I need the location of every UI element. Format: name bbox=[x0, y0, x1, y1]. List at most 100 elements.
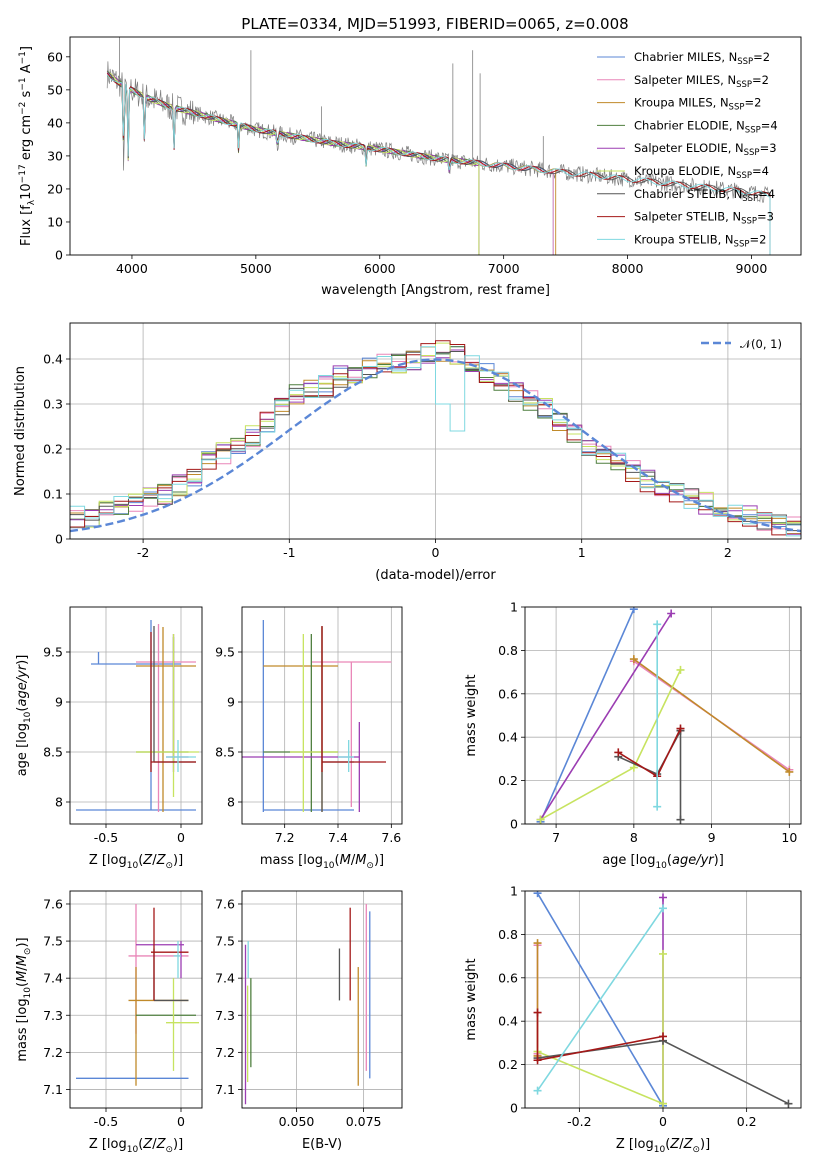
x-axis-label: Z [log10(Z/Z⊙)] bbox=[616, 1137, 710, 1155]
weight-marker bbox=[676, 665, 685, 674]
y-axis-label: mass weight bbox=[464, 958, 479, 1040]
weight-marker bbox=[785, 767, 794, 776]
weight-marker bbox=[614, 748, 623, 757]
legend-entry: Chabrier ELODIE, NSSP=4 bbox=[634, 118, 778, 135]
x-tick-label: 9000 bbox=[736, 261, 768, 276]
x-tick-label: 10 bbox=[781, 830, 797, 845]
weight-marker bbox=[659, 904, 667, 913]
x-tick-label: 8 bbox=[630, 830, 638, 845]
weight-marker bbox=[533, 939, 542, 948]
normal-reference-curve bbox=[70, 358, 801, 533]
plot-area bbox=[244, 903, 371, 1105]
x-tick-label: 0.2 bbox=[737, 1114, 757, 1129]
y-tick-label: 9 bbox=[227, 695, 235, 710]
x-tick-label: -1 bbox=[283, 545, 295, 560]
y-tick-label: 60 bbox=[47, 49, 63, 64]
x-tick-label: -0.5 bbox=[94, 830, 118, 845]
model-spectrum-line bbox=[106, 74, 771, 255]
axes-frame bbox=[241, 606, 403, 825]
weight-marker bbox=[629, 607, 638, 614]
x-axis-label: (data-model)/error bbox=[375, 568, 496, 583]
y-tick-label: 8.5 bbox=[215, 745, 235, 760]
model-spectrum-line bbox=[107, 73, 480, 255]
y-tick-label: 7.5 bbox=[215, 934, 235, 949]
legend-entry: Chabrier MILES, NSSP=2 bbox=[634, 50, 770, 67]
y-tick-label: 8 bbox=[227, 795, 235, 810]
x-tick-label: 7.2 bbox=[275, 830, 295, 845]
y-tick-label: 9.5 bbox=[43, 645, 63, 660]
weight-marker bbox=[784, 1099, 793, 1108]
y-tick-label: 50 bbox=[47, 82, 63, 97]
figure-title: PLATE=0334, MJD=51993, FIBERID=0065, z=0… bbox=[241, 15, 628, 33]
y-tick-label: 0 bbox=[510, 817, 518, 832]
y-tick-label: 7.2 bbox=[43, 1045, 63, 1060]
x-axis-label: wavelength [Angstrom, rest frame] bbox=[321, 283, 550, 298]
y-tick-label: 7.4 bbox=[43, 971, 63, 986]
legend-entry: Salpeter ELODIE, NSSP=3 bbox=[634, 141, 777, 158]
y-tick-label: 7.1 bbox=[43, 1082, 63, 1097]
weight-marker bbox=[653, 620, 662, 629]
weight-marker bbox=[659, 949, 667, 958]
x-tick-label: 7.6 bbox=[381, 830, 401, 845]
y-tick-label: 7.4 bbox=[215, 971, 235, 986]
y-tick-label: 7.3 bbox=[215, 1008, 235, 1023]
x-tick-label: 4000 bbox=[116, 261, 148, 276]
x-axis-label: E(B-V) bbox=[302, 1137, 342, 1152]
x-tick-label: 7000 bbox=[488, 261, 520, 276]
weight-line bbox=[536, 1012, 664, 1062]
weight-marker bbox=[629, 655, 638, 664]
weight-marker bbox=[629, 763, 638, 772]
y-tick-label: 9.5 bbox=[215, 645, 235, 660]
x-tick-label: 0.075 bbox=[346, 1114, 382, 1129]
y-tick-label: 0.2 bbox=[498, 1057, 518, 1072]
weight-marker bbox=[676, 724, 685, 733]
weight-marker bbox=[533, 1008, 542, 1017]
x-axis-label: mass [log10(M/M⊙)] bbox=[260, 853, 384, 871]
plot-age-vs-weight: 7 8 9 10 0 0.2 0.4 0.6 0.8 1 age [log10(age/yr)] ma… bbox=[464, 600, 802, 871]
y-tick-label: 0.6 bbox=[498, 970, 518, 985]
weight-line bbox=[539, 608, 635, 823]
y-tick-label: 0 bbox=[55, 532, 63, 547]
y-tick-label: 40 bbox=[47, 115, 63, 130]
weight-line bbox=[539, 613, 672, 821]
x-tick-label: 0 bbox=[659, 1114, 667, 1129]
plot-area bbox=[106, 37, 771, 255]
y-axis-label: Flux [fλ10−17 erg cm−2 s−1 A−1] bbox=[18, 46, 37, 246]
y-axis-label: age [log10(age/yr)] bbox=[15, 655, 33, 777]
x-tick-label: -0.5 bbox=[94, 1114, 118, 1129]
y-tick-label: 0.4 bbox=[43, 352, 63, 367]
axes-frame bbox=[524, 890, 802, 1109]
x-tick-label: 0 bbox=[177, 1114, 185, 1129]
y-tick-label: 0.3 bbox=[43, 397, 63, 412]
weight-marker bbox=[653, 802, 662, 811]
y-axis-label: mass [log10(M/M⊙)] bbox=[15, 937, 33, 1061]
weight-marker bbox=[533, 1086, 542, 1095]
x-tick-label: 7 bbox=[552, 830, 560, 845]
weight-marker bbox=[659, 893, 667, 902]
plot-ebv-vs-mass: 0.050 0.075 7.1 7.2 7.3 7.4 7.5 7.6 E(B-V) bbox=[215, 890, 403, 1152]
residual-histogram bbox=[70, 340, 801, 536]
axes-frame bbox=[69, 36, 802, 256]
y-tick-label: 8.5 bbox=[43, 745, 63, 760]
x-tick-label: 8000 bbox=[612, 261, 644, 276]
y-tick-label: 1 bbox=[510, 600, 518, 615]
y-axis-label: mass weight bbox=[464, 674, 479, 756]
model-spectrum-line bbox=[106, 70, 480, 255]
plot-area bbox=[533, 891, 793, 1108]
x-tick-label: -0.2 bbox=[567, 1114, 591, 1129]
plot-Z-vs-mass: -0.5 0 7.1 7.2 7.3 7.4 7.5 7.6 Z [log10(Z/Z⊙)] ma… bbox=[15, 890, 203, 1155]
weight-marker bbox=[667, 609, 676, 618]
weight-line bbox=[540, 669, 682, 821]
y-tick-label: 0.8 bbox=[498, 927, 518, 942]
model-spectrum-line bbox=[106, 75, 480, 255]
x-tick-label: 1 bbox=[578, 545, 586, 560]
plot-Z-vs-age: -0.5 0 8 8.5 9 9.5 Z [log10(Z/Z⊙)] age [log10(a… bbox=[15, 606, 203, 871]
axes-frame bbox=[524, 606, 802, 825]
y-tick-label: 0.2 bbox=[43, 442, 63, 457]
plot-mass-vs-age: 7.2 7.4 7.6 8 8.5 9 9.5 mass [log10(M/M⊙)] bbox=[215, 606, 403, 871]
y-tick-label: 0.6 bbox=[498, 686, 518, 701]
x-axis-label: Z [log10(Z/Z⊙)] bbox=[89, 853, 183, 871]
legend-entry: 𝒩(0, 1) bbox=[740, 337, 782, 351]
plot-spectrum: 4000 5000 6000 7000 8000 9000 0 10 20 30 40 50 60 wav… bbox=[18, 36, 802, 298]
